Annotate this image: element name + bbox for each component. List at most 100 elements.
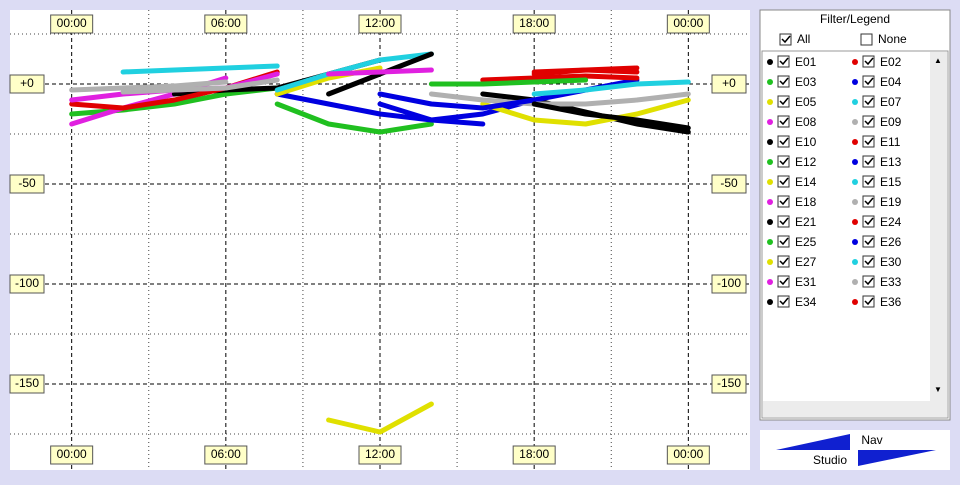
legend-label[interactable]: E12 <box>795 155 817 169</box>
legend-checkbox[interactable] <box>862 115 875 128</box>
legend-checkbox[interactable] <box>862 275 875 288</box>
legend-list <box>761 50 949 419</box>
check <box>779 137 789 146</box>
ticks: 00:00 00:00 06:00 06:00 12:00 12:00 18:00 18:00… <box>9 14 747 465</box>
check <box>864 257 874 266</box>
legend-label[interactable]: E04 <box>880 75 902 89</box>
tick-label-box <box>666 14 710 34</box>
logo-top: Nav <box>861 433 882 447</box>
none-label[interactable]: None <box>878 32 907 46</box>
legend-label[interactable]: E25 <box>795 235 817 249</box>
legend-checkbox[interactable] <box>777 55 790 68</box>
legend-label[interactable]: E10 <box>795 135 817 149</box>
scrollbar[interactable] <box>930 52 947 417</box>
legend-checkbox[interactable] <box>777 135 790 148</box>
legend-label[interactable]: E33 <box>880 275 902 289</box>
tick-label-box <box>358 445 402 465</box>
legend-label[interactable]: E11 <box>880 135 901 149</box>
legend-label[interactable]: E07 <box>880 95 902 109</box>
legend-checkbox[interactable] <box>862 55 875 68</box>
check <box>779 157 789 166</box>
legend-label[interactable]: E14 <box>795 175 817 189</box>
legend-checkbox[interactable] <box>777 215 790 228</box>
legend-label[interactable]: E03 <box>795 75 817 89</box>
check <box>864 157 874 166</box>
tick-label-box <box>50 445 94 465</box>
legend-label[interactable]: E24 <box>880 215 902 229</box>
all-label[interactable]: All <box>797 32 810 46</box>
none-checkbox[interactable] <box>860 33 873 46</box>
logo-bottom: Studio <box>813 453 847 467</box>
scroll-up[interactable]: ▲ <box>934 56 942 65</box>
y-tick-label: +0 <box>20 76 34 90</box>
check <box>864 197 874 206</box>
legend-label[interactable]: E36 <box>880 295 902 309</box>
track-line <box>274 51 434 93</box>
legend-checkbox[interactable] <box>862 95 875 108</box>
legend-label[interactable]: E02 <box>880 55 902 69</box>
legend-label[interactable]: E08 <box>795 115 817 129</box>
legend-label[interactable]: E13 <box>880 155 902 169</box>
legend-checkbox[interactable] <box>777 115 790 128</box>
legend-checkbox[interactable] <box>777 255 790 268</box>
track-line <box>274 91 486 127</box>
tick-label-box <box>9 274 45 294</box>
legend-label[interactable]: E30 <box>880 255 902 269</box>
track-line <box>120 77 280 95</box>
legend-label[interactable]: E19 <box>880 195 902 209</box>
tick-label-box <box>711 174 747 194</box>
y-tick-label: -100 <box>15 276 39 290</box>
x-tick-label: 06:00 <box>211 447 241 461</box>
legend-label[interactable]: E27 <box>795 255 817 269</box>
legend-dot <box>767 119 773 125</box>
hscrollbar[interactable] <box>763 401 930 417</box>
legend-checkbox[interactable] <box>862 295 875 308</box>
legend-dot <box>767 259 773 265</box>
legend-label[interactable]: E21 <box>795 215 817 229</box>
legend-dot <box>852 239 858 245</box>
x-tick-label: 12:00 <box>365 447 395 461</box>
check <box>779 277 789 286</box>
tick-label-box <box>711 74 747 94</box>
x-tick-label: 00:00 <box>673 447 703 461</box>
legend-checkbox[interactable] <box>777 235 790 248</box>
legend-checkbox[interactable] <box>862 135 875 148</box>
legend-checkbox[interactable] <box>777 195 790 208</box>
legend-checkbox[interactable] <box>777 95 790 108</box>
legend-checkbox[interactable] <box>862 175 875 188</box>
legend-label[interactable]: E15 <box>880 175 902 189</box>
tick-label-box <box>204 445 248 465</box>
check <box>779 77 789 86</box>
legend-label[interactable]: E18 <box>795 195 817 209</box>
legend-checkbox[interactable] <box>862 155 875 168</box>
legend-checkbox[interactable] <box>862 215 875 228</box>
legend-checkbox[interactable] <box>862 75 875 88</box>
tick-label-box <box>512 445 556 465</box>
legend-dot <box>767 99 773 105</box>
legend-label[interactable]: E26 <box>880 235 902 249</box>
y-tick-label: -150 <box>15 376 39 390</box>
scroll-down[interactable]: ▼ <box>934 385 942 394</box>
legend-checkbox[interactable] <box>777 275 790 288</box>
legend-checkbox[interactable] <box>777 155 790 168</box>
legend-dot <box>767 179 773 185</box>
tick-label-box <box>711 274 747 294</box>
legend-label[interactable]: E01 <box>795 55 817 69</box>
legend-checkbox[interactable] <box>777 75 790 88</box>
legend-label[interactable]: E05 <box>795 95 817 109</box>
legend-dot <box>767 199 773 205</box>
logo-shape <box>776 434 936 466</box>
legend-checkbox[interactable] <box>862 235 875 248</box>
legend-checkbox[interactable] <box>777 295 790 308</box>
legend-dot <box>852 119 858 125</box>
legend-label[interactable]: E34 <box>795 295 817 309</box>
all-checkbox[interactable] <box>779 33 792 46</box>
legend-checkbox[interactable] <box>777 175 790 188</box>
legend-dot <box>767 299 773 305</box>
legend-label[interactable]: E09 <box>880 115 902 129</box>
legend-label[interactable]: E31 <box>795 275 817 289</box>
legend-checkbox[interactable] <box>862 195 875 208</box>
legend-checkbox[interactable] <box>862 255 875 268</box>
tick-label-box <box>50 14 94 34</box>
